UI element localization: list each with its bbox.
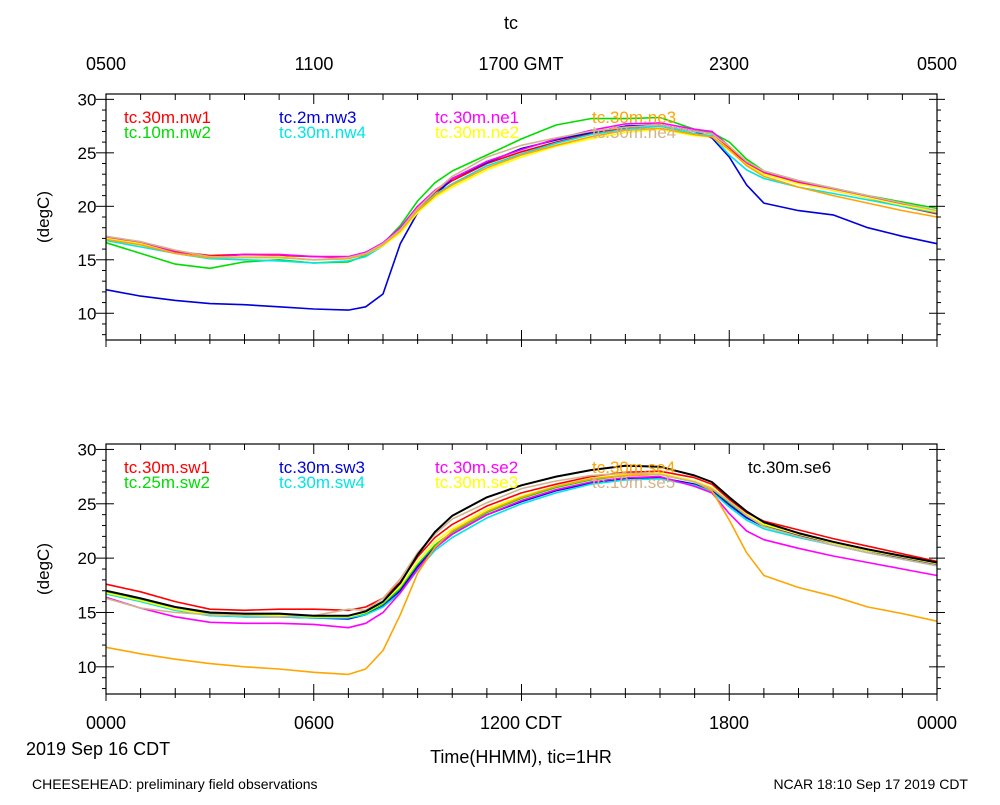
- series-line-tc.30m.ne2: [105, 128, 938, 261]
- y-tick-label: 15: [78, 603, 97, 622]
- bottom-axis-tick-label: 0000: [917, 713, 957, 733]
- legend-label: tc.10m.se5: [592, 473, 675, 492]
- series-line-tc.30m.sw1: [105, 470, 938, 612]
- bottom-axis-tick-label: 0000: [86, 713, 126, 733]
- y-tick-label: 25: [78, 144, 97, 163]
- series-line-tc.30m.nw1: [105, 124, 938, 259]
- y-tick-label: 25: [78, 495, 97, 514]
- legend-label: tc.30m.ne4: [592, 123, 676, 142]
- legend-label: tc.30m.sw4: [279, 473, 365, 492]
- legend-label: tc.30m.ne1: [435, 108, 519, 127]
- legend-label: tc.2m.nw3: [279, 108, 356, 127]
- y-axis-label: (degC): [34, 543, 53, 595]
- bottom-axis-tick-label: 1800: [709, 713, 749, 733]
- top-axis-tick-label: 1700 GMT: [478, 54, 563, 74]
- bottom-axis-tick-label: 1200 CDT: [480, 713, 562, 733]
- top-axis-tick-label: 1100: [295, 54, 334, 74]
- series-line-tc.30m.nw4: [105, 125, 938, 264]
- legend-label: tc.30m.sw1: [124, 458, 210, 477]
- y-axis-label: (degC): [34, 191, 53, 243]
- legend-label: tc.10m.nw2: [124, 123, 211, 142]
- footer-left: CHEESEHEAD: preliminary field observatio…: [32, 776, 318, 792]
- series-line-tc.30m.se2: [105, 475, 938, 629]
- legend-label: tc.30m.ne2: [435, 123, 519, 142]
- y-tick-label: 30: [78, 440, 97, 459]
- series-line-tc.30m.se4: [105, 473, 938, 676]
- y-tick-label: 30: [78, 90, 97, 109]
- legend-label: tc.30m.se4: [592, 458, 675, 477]
- footer-right: NCAR 18:10 Sep 17 2019 CDT: [773, 776, 968, 792]
- legend-label: tc.30m.nw1: [124, 108, 211, 127]
- legend-label: tc.30m.nw4: [279, 123, 366, 142]
- series-line-tc.30m.ne1: [105, 122, 938, 259]
- legend-label: tc.30m.se6: [748, 458, 831, 477]
- series-line-tc.30m.se6: [105, 464, 938, 617]
- legend-label: tc.25m.sw2: [124, 473, 210, 492]
- y-tick-label: 15: [78, 251, 97, 270]
- y-tick-label: 10: [78, 658, 97, 677]
- series-line-tc.10m.se5: [105, 472, 938, 618]
- legend-label: tc.30m.sw3: [279, 458, 365, 477]
- bottom-axis-tick-label: 0600: [294, 713, 334, 733]
- y-tick-label: 20: [78, 197, 97, 216]
- series-line-tc.30m.se3: [105, 472, 938, 618]
- y-tick-label: 10: [78, 304, 97, 323]
- y-tick-label: 20: [78, 549, 97, 568]
- x-axis-label: Time(HHMM), tic=1HR: [430, 747, 612, 767]
- figure-title: tc: [504, 13, 518, 33]
- legend-label: tc.30m.se3: [435, 473, 518, 492]
- legend-label: tc.30m.se2: [435, 458, 518, 477]
- legend-label: tc.30m.ne3: [592, 108, 676, 127]
- series-line-tc.25m.sw2: [105, 473, 938, 619]
- series-line-tc.30m.ne4: [105, 124, 938, 261]
- top-axis-tick-label: 2300: [709, 54, 749, 74]
- top-axis-tick-label: 0500: [86, 54, 126, 74]
- top-axis-tick-label: 0500: [917, 54, 957, 74]
- date-label: 2019 Sep 16 CDT: [26, 739, 170, 759]
